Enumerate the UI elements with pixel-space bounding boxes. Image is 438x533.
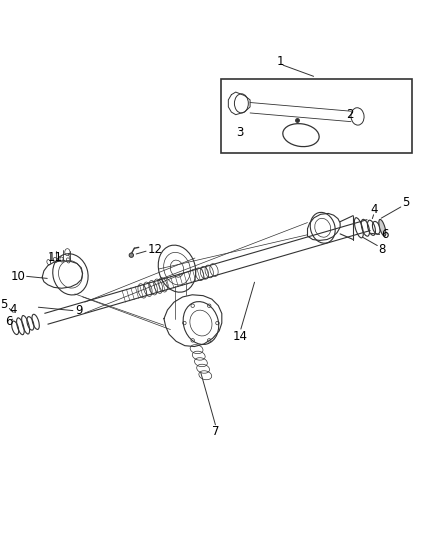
Text: 4: 4 [10,303,17,317]
Text: 6: 6 [5,315,12,328]
Text: 12: 12 [148,243,163,256]
Text: 6: 6 [381,228,389,241]
Text: 5: 5 [403,197,410,209]
Text: 1: 1 [277,55,284,68]
Text: 11: 11 [48,251,63,264]
Ellipse shape [129,253,134,257]
Bar [220,79,412,154]
Text: 3: 3 [237,126,244,139]
Text: 14: 14 [233,329,247,343]
Text: 4: 4 [371,203,378,216]
Text: 8: 8 [378,243,385,256]
Ellipse shape [379,220,386,236]
Text: 9: 9 [75,304,83,317]
Text: 10: 10 [11,270,26,282]
Text: 5: 5 [0,298,7,311]
Text: 2: 2 [346,108,353,121]
Text: 7: 7 [212,425,220,438]
